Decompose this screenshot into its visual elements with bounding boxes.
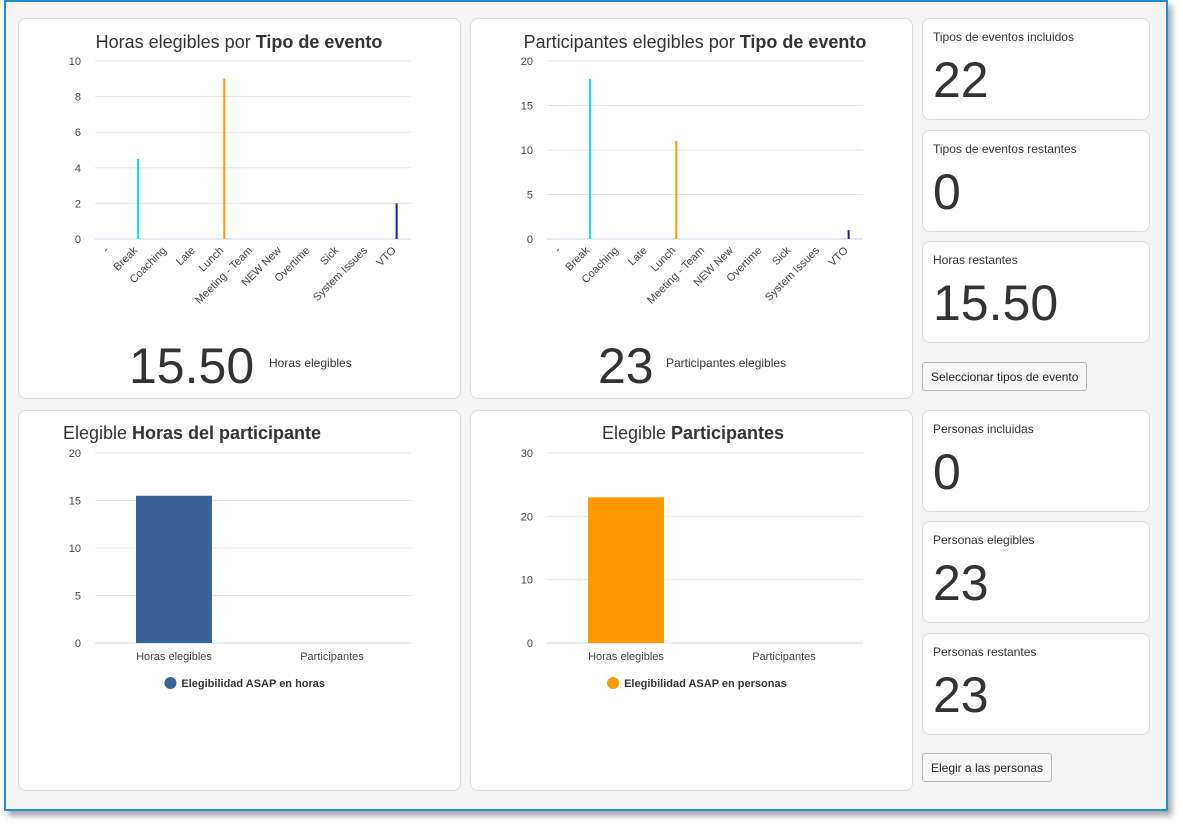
legend: Elegibilidad ASAP en horas [164, 677, 325, 690]
plot-area: 0 10 20 30 Horas elegibles Participantes [521, 448, 863, 663]
x-tick-label: - [552, 244, 563, 255]
y-tick-label: 0 [527, 234, 533, 246]
eligible-hours-value: 15.50 [129, 338, 255, 394]
y-tick-label: 5 [75, 591, 81, 603]
chart-title: Participantes elegibles por Tipo de even… [524, 32, 867, 52]
x-tick-label: VTO [374, 244, 399, 269]
y-tick-label: 10 [521, 145, 533, 157]
chart-title-prefix: Participantes elegibles por [524, 32, 740, 52]
y-tick-label: 4 [75, 163, 81, 175]
bar [589, 78, 592, 239]
y-tick-label: 20 [521, 56, 533, 68]
bar [675, 141, 678, 239]
stat-value: 0 [933, 444, 961, 500]
y-tick-label: 2 [75, 198, 81, 210]
x-tick-label: Sick [770, 244, 794, 268]
chart-title-bold: Tipo de evento [740, 32, 867, 52]
stat-label: Horas restantes [933, 253, 1018, 267]
eligible-participants-value: 23 [598, 338, 654, 394]
stat-people-remaining: Personas restantes 23 [922, 633, 1150, 735]
stat-label: Personas incluidas [933, 422, 1034, 436]
chart-title: Elegible Participantes [602, 423, 784, 443]
stat-value: 0 [933, 164, 961, 220]
y-tick-label: 0 [75, 234, 81, 246]
chart-title-prefix: Elegible [63, 423, 132, 443]
select-event-types-button[interactable]: Seleccionar tipos de evento [922, 362, 1088, 391]
eligible-hours-label: Horas elegibles [269, 356, 352, 370]
participants-by-event-type-chart: Participantes elegibles por Tipo de even… [521, 32, 867, 307]
y-tick-label: 15 [69, 496, 81, 508]
stat-label: Personas elegibles [933, 533, 1035, 547]
stat-value: 23 [933, 667, 989, 723]
y-tick-label: 10 [69, 56, 81, 68]
legend-label: Elegibilidad ASAP en horas [181, 678, 325, 690]
chart-title-prefix: Horas elegibles por [96, 32, 256, 52]
hours-by-event-type-chart: Horas elegibles por Tipo de evento 0 2 4 6 8… [69, 32, 411, 307]
x-tick-label: Participantes [752, 651, 816, 663]
dashboard-frame: Horas elegibles por Tipo de evento 0 2 4 6 8… [4, 0, 1168, 811]
bar [136, 495, 212, 643]
y-tick-label: 20 [521, 511, 533, 523]
stat-event-types-remaining: Tipos de eventos restantes 0 [922, 130, 1150, 232]
y-tick-label: 30 [521, 448, 533, 460]
bar [395, 203, 398, 239]
legend-marker [164, 677, 177, 689]
chart-title: Horas elegibles por Tipo de evento [96, 32, 383, 52]
y-tick-label: 20 [69, 448, 81, 460]
y-tick-label: 0 [527, 638, 533, 650]
y-tick-label: 15 [521, 101, 533, 113]
participant-hours-chart: Elegible Horas del participante 0 5 10 15 20… [63, 423, 411, 690]
plot-area: 0 5 10 15 20 Horas elegibles Participantes [69, 448, 411, 663]
chart-title-bold: Tipo de evento [256, 32, 383, 52]
y-tick-label: 6 [75, 127, 81, 139]
participants-by-event-type-card: Participantes elegibles por Tipo de even… [470, 18, 913, 399]
x-tick-label: Late [626, 245, 650, 269]
stat-label: Tipos de eventos restantes [933, 142, 1077, 156]
stat-hours-remaining: Horas restantes 15.50 [922, 241, 1150, 343]
stat-people-eligible: Personas elegibles 23 [922, 521, 1150, 623]
y-tick-label: 10 [69, 543, 81, 555]
stat-event-types-included: Tipos de eventos incluidos 22 [922, 18, 1150, 120]
hours-by-event-type-card: Horas elegibles por Tipo de evento 0 2 4 6 8… [18, 18, 461, 399]
bar [137, 158, 140, 239]
stat-value: 22 [933, 52, 989, 108]
stat-label: Personas restantes [933, 645, 1037, 659]
y-tick-label: 5 [527, 190, 533, 202]
x-tick-label: VTO [826, 244, 851, 269]
y-tick-label: 10 [521, 575, 533, 587]
chart-title-prefix: Elegible [602, 423, 671, 443]
participants-card: Elegible Participantes 0 10 20 30 Horas eleg… [470, 410, 913, 791]
chart-title: Elegible Horas del participante [63, 423, 321, 443]
chart-title-bold: Horas del participante [132, 423, 321, 443]
stat-value: 23 [933, 555, 989, 611]
choose-people-button[interactable]: Elegir a las personas [922, 753, 1053, 782]
eligible-participants-label: Participantes elegibles [666, 356, 787, 370]
stat-label: Tipos de eventos incluidos [933, 30, 1074, 44]
x-tick-label: Participantes [300, 651, 364, 663]
x-tick-label: - [100, 244, 111, 255]
bar [588, 497, 664, 643]
legend-marker [607, 677, 620, 689]
participant-hours-card: Elegible Horas del participante 0 5 10 15 20… [18, 410, 461, 791]
x-tick-label: Sick [318, 244, 342, 268]
legend-label: Elegibilidad ASAP en personas [624, 678, 787, 690]
participants-chart: Elegible Participantes 0 10 20 30 Horas eleg… [521, 423, 863, 690]
x-tick-label: Horas elegibles [588, 651, 664, 663]
bar [223, 78, 226, 239]
stat-people-included: Personas incluidas 0 [922, 410, 1150, 512]
x-tick-label: Horas elegibles [136, 651, 212, 663]
y-tick-label: 0 [75, 638, 81, 650]
stat-value: 15.50 [933, 275, 1059, 331]
y-tick-label: 8 [75, 92, 81, 104]
x-tick-label: Late [174, 245, 198, 269]
bar [847, 230, 850, 239]
legend: Elegibilidad ASAP en personas [607, 677, 787, 690]
chart-title-bold: Participantes [671, 423, 784, 443]
